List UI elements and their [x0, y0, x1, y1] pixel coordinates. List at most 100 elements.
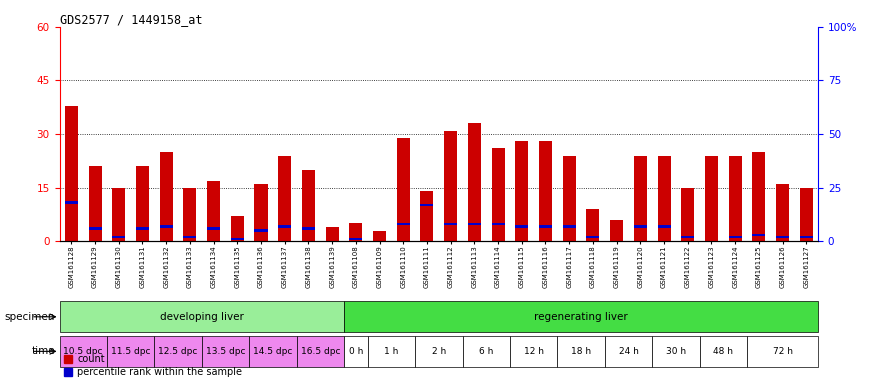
Bar: [297, 336, 344, 367]
Legend: count, percentile rank within the sample: count, percentile rank within the sample: [65, 354, 242, 377]
Text: 13.5 dpc: 13.5 dpc: [206, 347, 245, 356]
Bar: [492, 148, 505, 241]
Bar: [396, 223, 410, 225]
Bar: [65, 202, 78, 204]
Bar: [444, 131, 457, 241]
Bar: [202, 336, 249, 367]
Bar: [539, 225, 552, 228]
Bar: [421, 204, 433, 206]
Bar: [349, 238, 362, 240]
Text: 6 h: 6 h: [479, 347, 494, 356]
Bar: [112, 236, 125, 238]
Bar: [396, 138, 410, 241]
Text: 14.5 dpc: 14.5 dpc: [253, 347, 292, 356]
Bar: [88, 166, 102, 241]
Bar: [729, 236, 742, 238]
Bar: [421, 191, 433, 241]
Bar: [373, 231, 386, 241]
Bar: [776, 184, 789, 241]
Bar: [605, 336, 652, 367]
Bar: [634, 225, 647, 228]
Bar: [634, 156, 647, 241]
Bar: [515, 225, 528, 228]
Bar: [60, 301, 344, 332]
Text: 0 h: 0 h: [348, 347, 363, 356]
Bar: [492, 223, 505, 225]
Bar: [586, 236, 599, 238]
Text: 30 h: 30 h: [666, 347, 686, 356]
Bar: [705, 156, 718, 241]
Bar: [107, 336, 154, 367]
Text: specimen: specimen: [4, 312, 55, 322]
Bar: [652, 336, 700, 367]
Bar: [302, 227, 315, 230]
Bar: [752, 152, 766, 241]
Text: 48 h: 48 h: [713, 347, 733, 356]
Bar: [344, 301, 818, 332]
Text: 12 h: 12 h: [523, 347, 543, 356]
Bar: [88, 227, 102, 230]
Bar: [60, 336, 107, 367]
Bar: [752, 233, 766, 236]
Text: 24 h: 24 h: [619, 347, 639, 356]
Bar: [463, 336, 510, 367]
Bar: [255, 184, 268, 241]
Bar: [207, 227, 220, 230]
Text: 10.5 dpc: 10.5 dpc: [64, 347, 103, 356]
Bar: [231, 216, 244, 241]
Bar: [207, 180, 220, 241]
Bar: [368, 336, 415, 367]
Bar: [65, 106, 78, 241]
Bar: [515, 141, 528, 241]
Bar: [159, 152, 172, 241]
Bar: [159, 225, 172, 228]
Bar: [682, 236, 694, 238]
Bar: [415, 336, 463, 367]
Bar: [729, 156, 742, 241]
Bar: [184, 188, 196, 241]
Bar: [557, 336, 605, 367]
Text: 11.5 dpc: 11.5 dpc: [111, 347, 150, 356]
Text: 2 h: 2 h: [431, 347, 446, 356]
Bar: [586, 209, 599, 241]
Bar: [682, 188, 694, 241]
Bar: [468, 223, 481, 225]
Bar: [657, 225, 670, 228]
Bar: [747, 336, 818, 367]
Bar: [510, 336, 557, 367]
Bar: [444, 223, 457, 225]
Bar: [610, 220, 623, 241]
Bar: [349, 223, 362, 241]
Bar: [255, 229, 268, 232]
Bar: [326, 227, 339, 241]
Bar: [468, 123, 481, 241]
Text: 1 h: 1 h: [384, 347, 399, 356]
Text: 12.5 dpc: 12.5 dpc: [158, 347, 198, 356]
Bar: [539, 141, 552, 241]
Bar: [278, 156, 291, 241]
Bar: [302, 170, 315, 241]
Bar: [112, 188, 125, 241]
Text: time: time: [31, 346, 55, 356]
Bar: [154, 336, 202, 367]
Bar: [136, 227, 149, 230]
Bar: [657, 156, 670, 241]
Text: GDS2577 / 1449158_at: GDS2577 / 1449158_at: [60, 13, 202, 26]
Bar: [563, 156, 576, 241]
Bar: [563, 225, 576, 228]
Text: developing liver: developing liver: [160, 312, 243, 322]
Bar: [249, 336, 297, 367]
Bar: [231, 238, 244, 240]
Text: regenerating liver: regenerating liver: [534, 312, 628, 322]
Bar: [776, 236, 789, 238]
Bar: [800, 188, 813, 241]
Bar: [700, 336, 747, 367]
Bar: [278, 225, 291, 228]
Text: 18 h: 18 h: [571, 347, 592, 356]
Bar: [344, 336, 368, 367]
Bar: [136, 166, 149, 241]
Bar: [800, 236, 813, 238]
Text: 72 h: 72 h: [773, 347, 793, 356]
Text: 16.5 dpc: 16.5 dpc: [300, 347, 340, 356]
Bar: [184, 236, 196, 238]
